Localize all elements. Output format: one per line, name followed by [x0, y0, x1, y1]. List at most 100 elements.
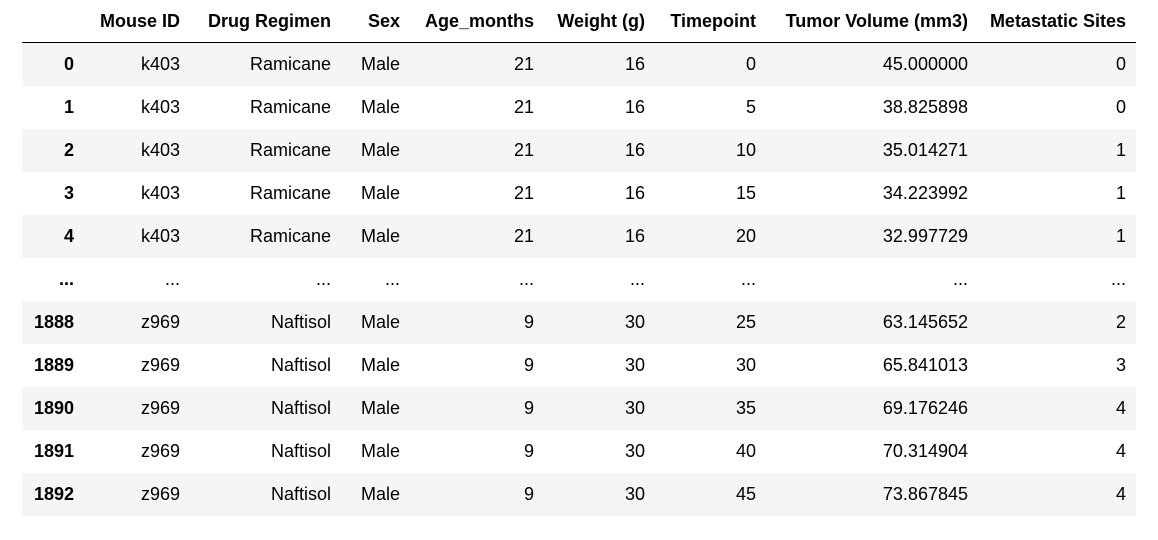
tumor-volume-cell: 45.000000 [882, 54, 968, 74]
dataframe-output: Mouse ID Drug Regimen Sex Age_months Wei… [22, 0, 1136, 516]
weight-cell: 30 [624, 484, 645, 504]
mouse-id-cell: z969 [140, 355, 180, 375]
age-months-cell: 9 [523, 398, 534, 418]
metastatic-sites-cell: 4 [1115, 441, 1126, 461]
timepoint-cell: 35 [735, 398, 756, 418]
table-body: 0 k403 Ramicane Male 21 16 0 45.000000 0 1 k403 Ram… [22, 42, 1136, 516]
metastatic-sites-cell: 3 [1115, 355, 1126, 375]
sex-cell: Male [360, 226, 400, 246]
drug-regimen-cell: Ramicane [249, 97, 331, 117]
sex-cell: Male [360, 140, 400, 160]
table-row: 1 k403 Ramicane Male 21 16 5 38.825898 0 [22, 86, 1136, 129]
row-index: 1889 [33, 355, 74, 375]
drug-regimen-cell: Ramicane [249, 226, 331, 246]
index-header [22, 0, 84, 43]
age-months-cell: 9 [523, 312, 534, 332]
metastatic-sites-cell: 0 [1115, 54, 1126, 74]
table-row: 2 k403 Ramicane Male 21 16 10 35.014271 1 [22, 129, 1136, 172]
timepoint-cell: 5 [745, 97, 756, 117]
tumor-volume-cell: 34.223992 [882, 183, 968, 203]
weight-cell: ... [629, 269, 645, 289]
table-row: 4 k403 Ramicane Male 21 16 20 32.997729 1 [22, 215, 1136, 258]
column-header-weight: Weight (g) [544, 0, 655, 43]
age-months-cell: ... [518, 269, 534, 289]
column-header-age-months: Age_months [410, 0, 544, 43]
row-index: 0 [63, 54, 74, 74]
table-row: 3 k403 Ramicane Male 21 16 15 34.223992 1 [22, 172, 1136, 215]
age-months-cell: 9 [523, 484, 534, 504]
row-index: 1888 [33, 312, 74, 332]
tumor-volume-cell: 70.314904 [882, 441, 968, 461]
mouse-id-cell: k403 [140, 140, 180, 160]
drug-regimen-cell: Ramicane [249, 183, 331, 203]
metastatic-sites-cell: 0 [1115, 97, 1126, 117]
dataframe-table: Mouse ID Drug Regimen Sex Age_months Wei… [22, 0, 1136, 516]
metastatic-sites-cell: 1 [1115, 183, 1126, 203]
drug-regimen-cell: Naftisol [270, 312, 331, 332]
weight-cell: 30 [624, 355, 645, 375]
metastatic-sites-cell: ... [1110, 269, 1126, 289]
drug-regimen-cell: Ramicane [249, 54, 331, 74]
mouse-id-cell: k403 [140, 97, 180, 117]
mouse-id-cell: k403 [140, 183, 180, 203]
weight-cell: 16 [624, 97, 645, 117]
sex-cell: Male [360, 441, 400, 461]
sex-cell: Male [360, 312, 400, 332]
sex-cell: Male [360, 54, 400, 74]
table-row: 0 k403 Ramicane Male 21 16 0 45.000000 0 [22, 42, 1136, 86]
tumor-volume-cell: ... [952, 269, 968, 289]
drug-regimen-cell: ... [315, 269, 331, 289]
weight-cell: 30 [624, 441, 645, 461]
column-header-timepoint: Timepoint [655, 0, 766, 43]
sex-cell: Male [360, 398, 400, 418]
tumor-volume-cell: 69.176246 [882, 398, 968, 418]
tumor-volume-cell: 63.145652 [882, 312, 968, 332]
weight-cell: 30 [624, 398, 645, 418]
sex-cell: Male [360, 183, 400, 203]
mouse-id-cell: ... [164, 269, 180, 289]
drug-regimen-cell: Naftisol [270, 398, 331, 418]
column-header-metastatic-sites: Metastatic Sites [978, 0, 1136, 43]
row-index: 1891 [33, 441, 74, 461]
row-index: ... [58, 269, 74, 289]
sex-cell: Male [360, 484, 400, 504]
weight-cell: 30 [624, 312, 645, 332]
metastatic-sites-cell: 2 [1115, 312, 1126, 332]
weight-cell: 16 [624, 183, 645, 203]
weight-cell: 16 [624, 226, 645, 246]
tumor-volume-cell: 73.867845 [882, 484, 968, 504]
mouse-id-cell: z969 [140, 398, 180, 418]
mouse-id-cell: z969 [140, 484, 180, 504]
table-row: ........................... [22, 258, 1136, 301]
timepoint-cell: 25 [735, 312, 756, 332]
mouse-id-cell: z969 [140, 441, 180, 461]
row-index: 3 [63, 183, 74, 203]
weight-cell: 16 [624, 54, 645, 74]
row-index: 2 [63, 140, 74, 160]
drug-regimen-cell: Naftisol [270, 355, 331, 375]
table-row: 1892 z969 Naftisol Male 9 30 45 73.867845 4 [22, 473, 1136, 516]
timepoint-cell: 45 [735, 484, 756, 504]
table-row: 1889 z969 Naftisol Male 9 30 30 65.841013 3 [22, 344, 1136, 387]
timepoint-cell: 20 [735, 226, 756, 246]
age-months-cell: 9 [523, 355, 534, 375]
age-months-cell: 9 [523, 441, 534, 461]
timepoint-cell: 30 [735, 355, 756, 375]
row-index: 1890 [33, 398, 74, 418]
metastatic-sites-cell: 1 [1115, 226, 1126, 246]
drug-regimen-cell: Naftisol [270, 484, 331, 504]
timepoint-cell: 15 [735, 183, 756, 203]
tumor-volume-cell: 65.841013 [882, 355, 968, 375]
timepoint-cell: ... [740, 269, 756, 289]
header-row: Mouse ID Drug Regimen Sex Age_months Wei… [22, 0, 1136, 43]
sex-cell: ... [384, 269, 400, 289]
tumor-volume-cell: 38.825898 [882, 97, 968, 117]
metastatic-sites-cell: 4 [1115, 398, 1126, 418]
timepoint-cell: 40 [735, 441, 756, 461]
metastatic-sites-cell: 1 [1115, 140, 1126, 160]
row-index: 1892 [33, 484, 74, 504]
age-months-cell: 21 [513, 54, 534, 74]
age-months-cell: 21 [513, 97, 534, 117]
tumor-volume-cell: 32.997729 [882, 226, 968, 246]
column-header-tumor-volume: Tumor Volume (mm3) [766, 0, 978, 43]
